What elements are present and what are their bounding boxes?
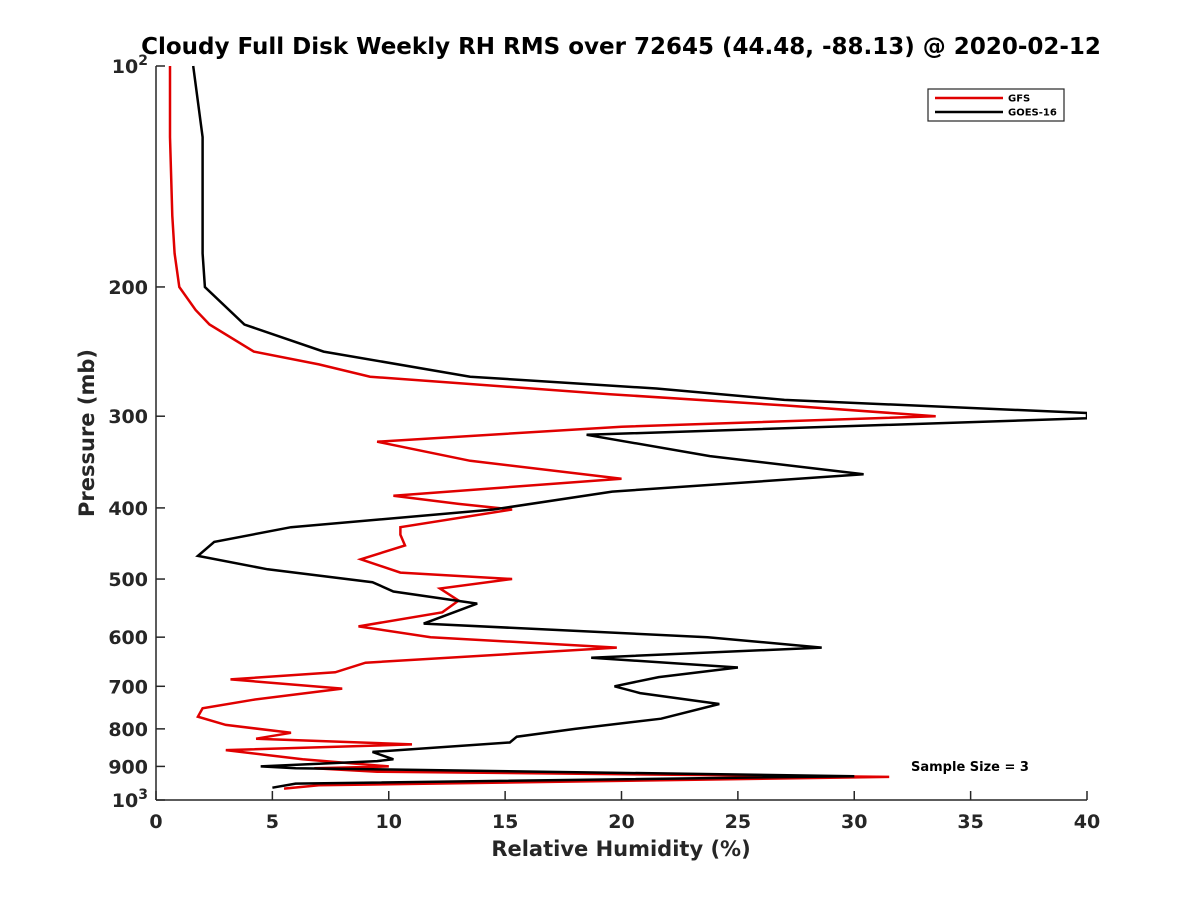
y-tick-label: 102 xyxy=(112,53,148,78)
series-line-gfs xyxy=(168,66,936,790)
x-tick-label: 0 xyxy=(149,811,162,833)
x-axis-label: Relative Humidity (%) xyxy=(491,837,750,861)
y-ticks: 102 200 300 400 500 600 700 800 900 103 xyxy=(108,53,165,812)
x-tick-label: 5 xyxy=(266,811,279,833)
legend: GFS GOES-16 xyxy=(927,88,1065,122)
y-axis-label: Pressure (mb) xyxy=(75,349,99,517)
x-tick-label: 15 xyxy=(492,811,518,833)
legend-label-gfs: GFS xyxy=(1008,94,1030,105)
legend-box xyxy=(927,88,1065,122)
x-tick-label: 40 xyxy=(1074,811,1100,833)
y-tick-label: 700 xyxy=(108,676,148,698)
x-tick-label: 25 xyxy=(725,811,751,833)
x-tick-label: 10 xyxy=(376,811,402,833)
y-tick-label: 800 xyxy=(108,719,148,741)
x-tick-label: 20 xyxy=(608,811,634,833)
chart-title: Cloudy Full Disk Weekly RH RMS over 7264… xyxy=(141,34,1101,60)
y-tick-label: 300 xyxy=(108,406,148,428)
x-tick-label: 30 xyxy=(841,811,867,833)
legend-label-goes-16: GOES-16 xyxy=(1008,108,1057,119)
y-tick-label: 103 xyxy=(112,787,148,812)
x-ticks: 0 5 10 15 20 25 30 35 40 xyxy=(149,791,1100,833)
series-layer xyxy=(168,65,1087,790)
y-tick-label: 900 xyxy=(108,756,148,778)
y-tick-label: 600 xyxy=(108,627,148,649)
y-tick-label: 400 xyxy=(108,498,148,520)
series-line-goes-16 xyxy=(191,65,1087,789)
y-tick-label: 500 xyxy=(108,569,148,591)
y-tick-label: 200 xyxy=(108,277,148,299)
x-tick-label: 35 xyxy=(957,811,983,833)
sample-size-annotation: Sample Size = 3 xyxy=(911,760,1029,775)
